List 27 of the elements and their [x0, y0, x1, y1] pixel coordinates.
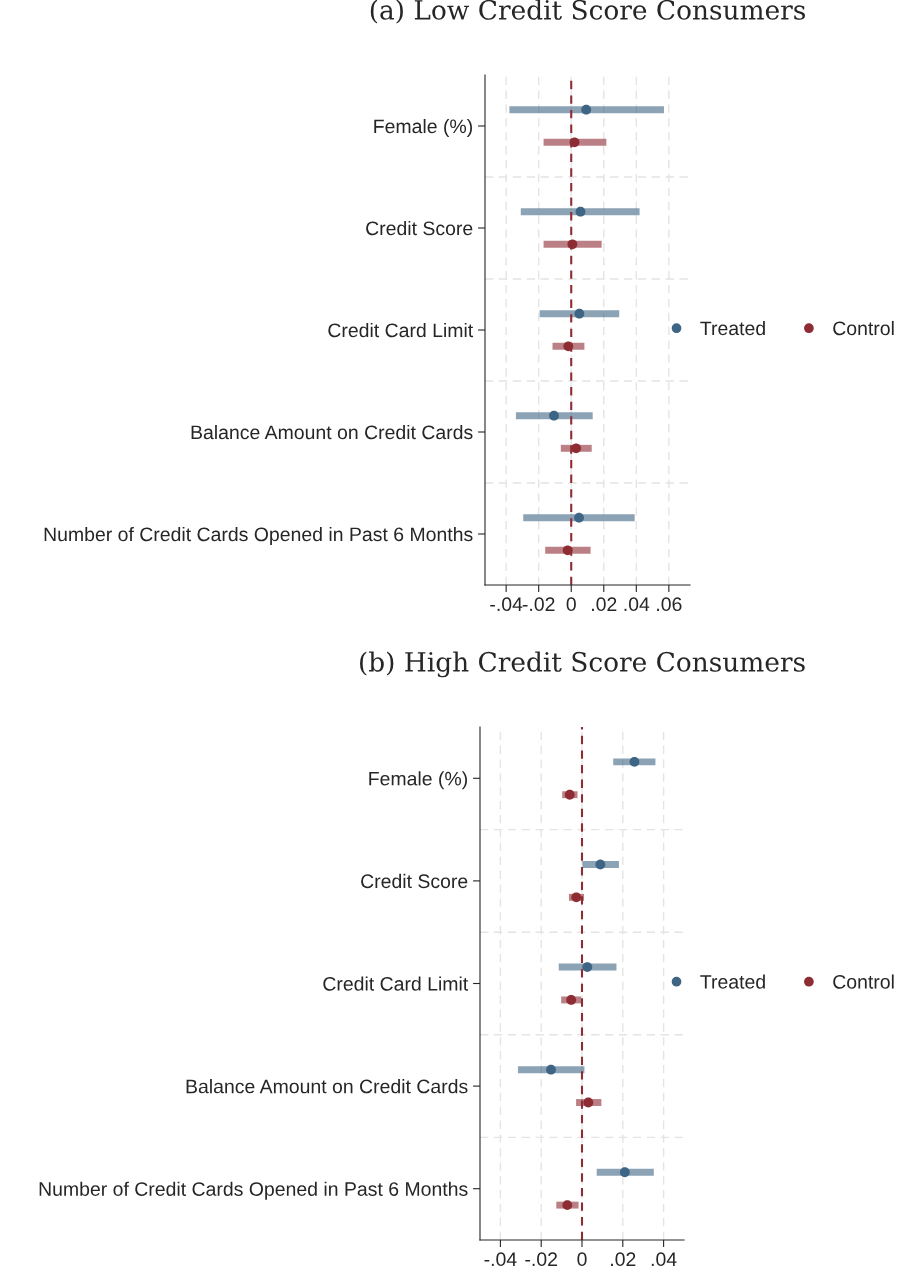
x-tick-label: -.02 — [522, 597, 555, 612]
y-tick-label: Female (%) — [374, 118, 472, 138]
x-tick-label: -.04 — [484, 1252, 517, 1267]
y-tick-label: Credit Card Limit — [328, 322, 474, 338]
y-tick-label: Credit Card Limit — [323, 976, 469, 991]
x-tick-label: -.02 — [525, 1252, 557, 1267]
x-tick-label: -.04 — [490, 597, 523, 612]
x-tick-label: .04 — [624, 597, 650, 612]
x-tick-label: 0 — [566, 597, 576, 612]
chart-title: (a) Low Credit Score Consumers — [370, 0, 805, 24]
y-tick-label: Number of Credit Cards Opened in Past 6 Months — [44, 526, 473, 546]
legend-label: Treated — [700, 974, 765, 989]
x-tick-label: .02 — [592, 597, 617, 612]
x-tick-label: .02 — [611, 1252, 636, 1267]
y-tick-label: Balance Amount on Credit Cards — [191, 424, 473, 440]
legend-label: Control — [833, 974, 894, 989]
y-tick-label: Female (%) — [369, 771, 467, 790]
legend-label: Control — [833, 320, 894, 336]
chart-title: (b) High Credit Score Consumers — [360, 651, 805, 678]
y-tick-label: Credit Score — [361, 873, 468, 889]
x-tick-label: .04 — [651, 1252, 677, 1267]
y-tick-label: Number of Credit Cards Opened in Past 6 Months — [39, 1181, 468, 1200]
x-tick-label: .06 — [657, 597, 682, 612]
x-tick-label: 0 — [577, 1252, 587, 1267]
y-tick-label: Credit Score — [366, 220, 473, 236]
y-tick-label: Balance Amount on Credit Cards — [186, 1079, 468, 1094]
legend-label: Treated — [700, 320, 765, 336]
